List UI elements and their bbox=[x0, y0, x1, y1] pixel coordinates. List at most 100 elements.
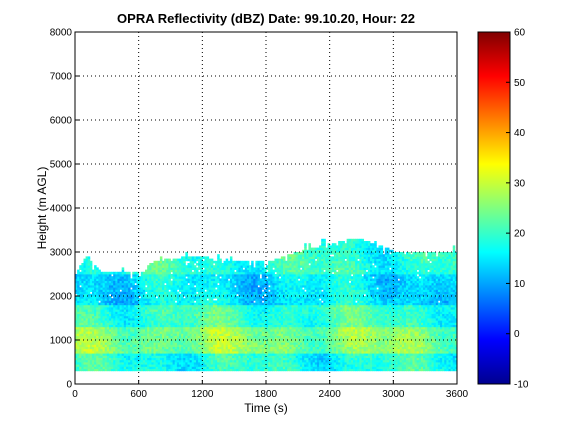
heatmap-cell bbox=[94, 353, 97, 356]
heatmap-cell bbox=[187, 364, 190, 367]
heatmap-cell bbox=[236, 311, 239, 314]
heatmap-cell bbox=[111, 287, 114, 290]
heatmap-cell bbox=[134, 329, 137, 332]
heatmap-cell bbox=[147, 311, 150, 314]
heatmap-cell bbox=[113, 364, 116, 367]
heatmap-cell bbox=[289, 309, 292, 312]
heatmap-cell bbox=[172, 364, 176, 367]
heatmap-cell bbox=[263, 368, 267, 372]
heatmap-cell bbox=[100, 296, 103, 299]
heatmap-cell bbox=[81, 304, 84, 308]
heatmap-cell bbox=[206, 269, 210, 273]
heatmap-cell bbox=[157, 326, 161, 330]
heatmap-cell bbox=[217, 351, 220, 354]
heatmap-cell bbox=[134, 346, 137, 350]
heatmap-cell bbox=[289, 285, 292, 288]
heatmap-cell bbox=[189, 359, 193, 363]
heatmap-cell bbox=[140, 355, 144, 358]
heatmap-cell bbox=[87, 260, 91, 264]
heatmap-cell bbox=[181, 337, 184, 341]
heatmap-cell bbox=[263, 333, 267, 336]
heatmap-cell bbox=[219, 333, 222, 336]
heatmap-cell bbox=[215, 366, 218, 369]
heatmap-cell bbox=[219, 309, 222, 312]
heatmap-cell bbox=[157, 355, 161, 358]
heatmap-cell bbox=[147, 368, 150, 372]
heatmap-cell bbox=[236, 265, 239, 268]
heatmap-cell bbox=[115, 282, 118, 286]
heatmap-cell bbox=[166, 289, 169, 292]
heatmap-cell bbox=[200, 298, 203, 301]
heatmap-cell bbox=[102, 331, 106, 334]
heatmap-cell bbox=[170, 300, 174, 303]
heatmap-cell bbox=[253, 282, 256, 286]
heatmap-cell bbox=[244, 304, 248, 308]
heatmap-cell bbox=[115, 359, 118, 363]
heatmap-cell bbox=[215, 362, 218, 365]
heatmap-cell bbox=[189, 315, 193, 319]
heatmap-cell bbox=[198, 315, 201, 319]
heatmap-cell bbox=[270, 342, 273, 345]
heatmap-cell bbox=[282, 267, 286, 270]
heatmap-cell bbox=[200, 342, 203, 345]
heatmap-cell bbox=[185, 364, 188, 367]
heatmap-cell bbox=[255, 320, 258, 323]
heatmap-cell bbox=[202, 311, 205, 314]
heatmap-cell bbox=[157, 359, 161, 363]
heatmap-cell bbox=[259, 320, 263, 323]
heatmap-cell bbox=[134, 368, 137, 372]
heatmap-cell bbox=[193, 324, 197, 328]
heatmap-cell bbox=[212, 333, 216, 336]
heatmap-cell bbox=[200, 318, 203, 321]
heatmap-cell bbox=[125, 364, 129, 367]
heatmap-cell bbox=[249, 285, 252, 288]
heatmap-cell bbox=[117, 368, 120, 372]
heatmap-cell bbox=[89, 340, 93, 343]
heatmap-cell bbox=[123, 322, 127, 325]
heatmap-cell bbox=[268, 260, 271, 264]
heatmap-cell bbox=[172, 267, 176, 270]
heatmap-cell bbox=[147, 348, 150, 352]
heatmap-cell bbox=[266, 346, 269, 350]
heatmap-cell bbox=[208, 269, 212, 273]
heatmap-cell bbox=[242, 302, 246, 306]
heatmap-cell bbox=[208, 346, 212, 350]
heatmap-cell bbox=[111, 348, 114, 352]
heatmap-cell bbox=[187, 331, 190, 334]
heatmap-cell bbox=[251, 322, 254, 325]
heatmap-cell bbox=[159, 326, 163, 330]
heatmap-cell bbox=[285, 267, 288, 270]
heatmap-cell bbox=[85, 331, 89, 334]
heatmap-cell bbox=[208, 331, 212, 334]
heatmap-cell bbox=[100, 362, 103, 365]
heatmap-cell bbox=[240, 278, 244, 281]
heatmap-cell bbox=[102, 335, 106, 339]
heatmap-cell bbox=[287, 324, 290, 328]
heatmap-cell bbox=[75, 300, 78, 303]
heatmap-cell bbox=[291, 256, 294, 259]
heatmap-cell bbox=[134, 307, 137, 310]
heatmap-cell bbox=[77, 302, 80, 306]
heatmap-cell bbox=[100, 324, 103, 328]
heatmap-cell bbox=[221, 282, 224, 286]
heatmap-cell bbox=[96, 355, 99, 358]
heatmap-cell bbox=[142, 309, 146, 312]
heatmap-cell bbox=[217, 346, 220, 350]
heatmap-cell bbox=[153, 271, 157, 275]
heatmap-cell bbox=[270, 280, 273, 284]
heatmap-cell bbox=[240, 324, 244, 328]
heatmap-cell bbox=[83, 298, 87, 301]
heatmap-cell bbox=[206, 355, 210, 358]
heatmap-cell bbox=[210, 307, 214, 310]
heatmap-cell bbox=[219, 289, 222, 292]
heatmap-cell bbox=[202, 333, 205, 336]
heatmap-cell bbox=[219, 287, 222, 290]
heatmap-cell bbox=[185, 329, 188, 332]
heatmap-cell bbox=[123, 333, 127, 336]
heatmap-cell bbox=[147, 313, 150, 317]
heatmap-cell bbox=[157, 333, 161, 336]
heatmap-cell bbox=[98, 285, 101, 288]
heatmap-cell bbox=[85, 344, 89, 347]
heatmap-cell bbox=[130, 313, 133, 317]
heatmap-cell bbox=[274, 346, 278, 350]
